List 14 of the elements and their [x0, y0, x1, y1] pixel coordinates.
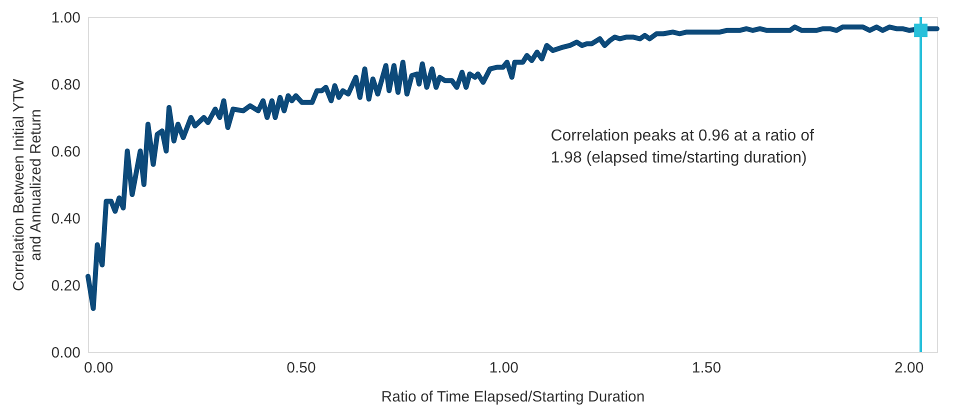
x-tick-label: 1.50	[692, 360, 722, 376]
annotation: Correlation peaks at 0.96 at a ratio of 1.98 (elapsed time/starting duration)	[550, 128, 815, 167]
y-tick-label: 0.80	[51, 76, 80, 94]
y-tick-label: 0.20	[51, 278, 80, 294]
x-axis-title: Ratio of Time Elapsed/Starting Duration	[381, 388, 645, 406]
x-tick-label: 0.50	[286, 360, 316, 376]
y-tick-label: 0.60	[51, 144, 80, 160]
x-tick-label: 1.00	[489, 360, 518, 376]
y-tick-label: 0.00	[51, 344, 80, 362]
y-tick-label: 0.40	[51, 210, 80, 228]
y-axis-title: Correlation Between Initial YTW and Annualized Return	[10, 78, 44, 292]
y-tick-label: 1.00	[51, 10, 80, 26]
x-tick-label: 0.00	[84, 360, 114, 376]
x-tick-label: 2.00	[894, 360, 924, 376]
